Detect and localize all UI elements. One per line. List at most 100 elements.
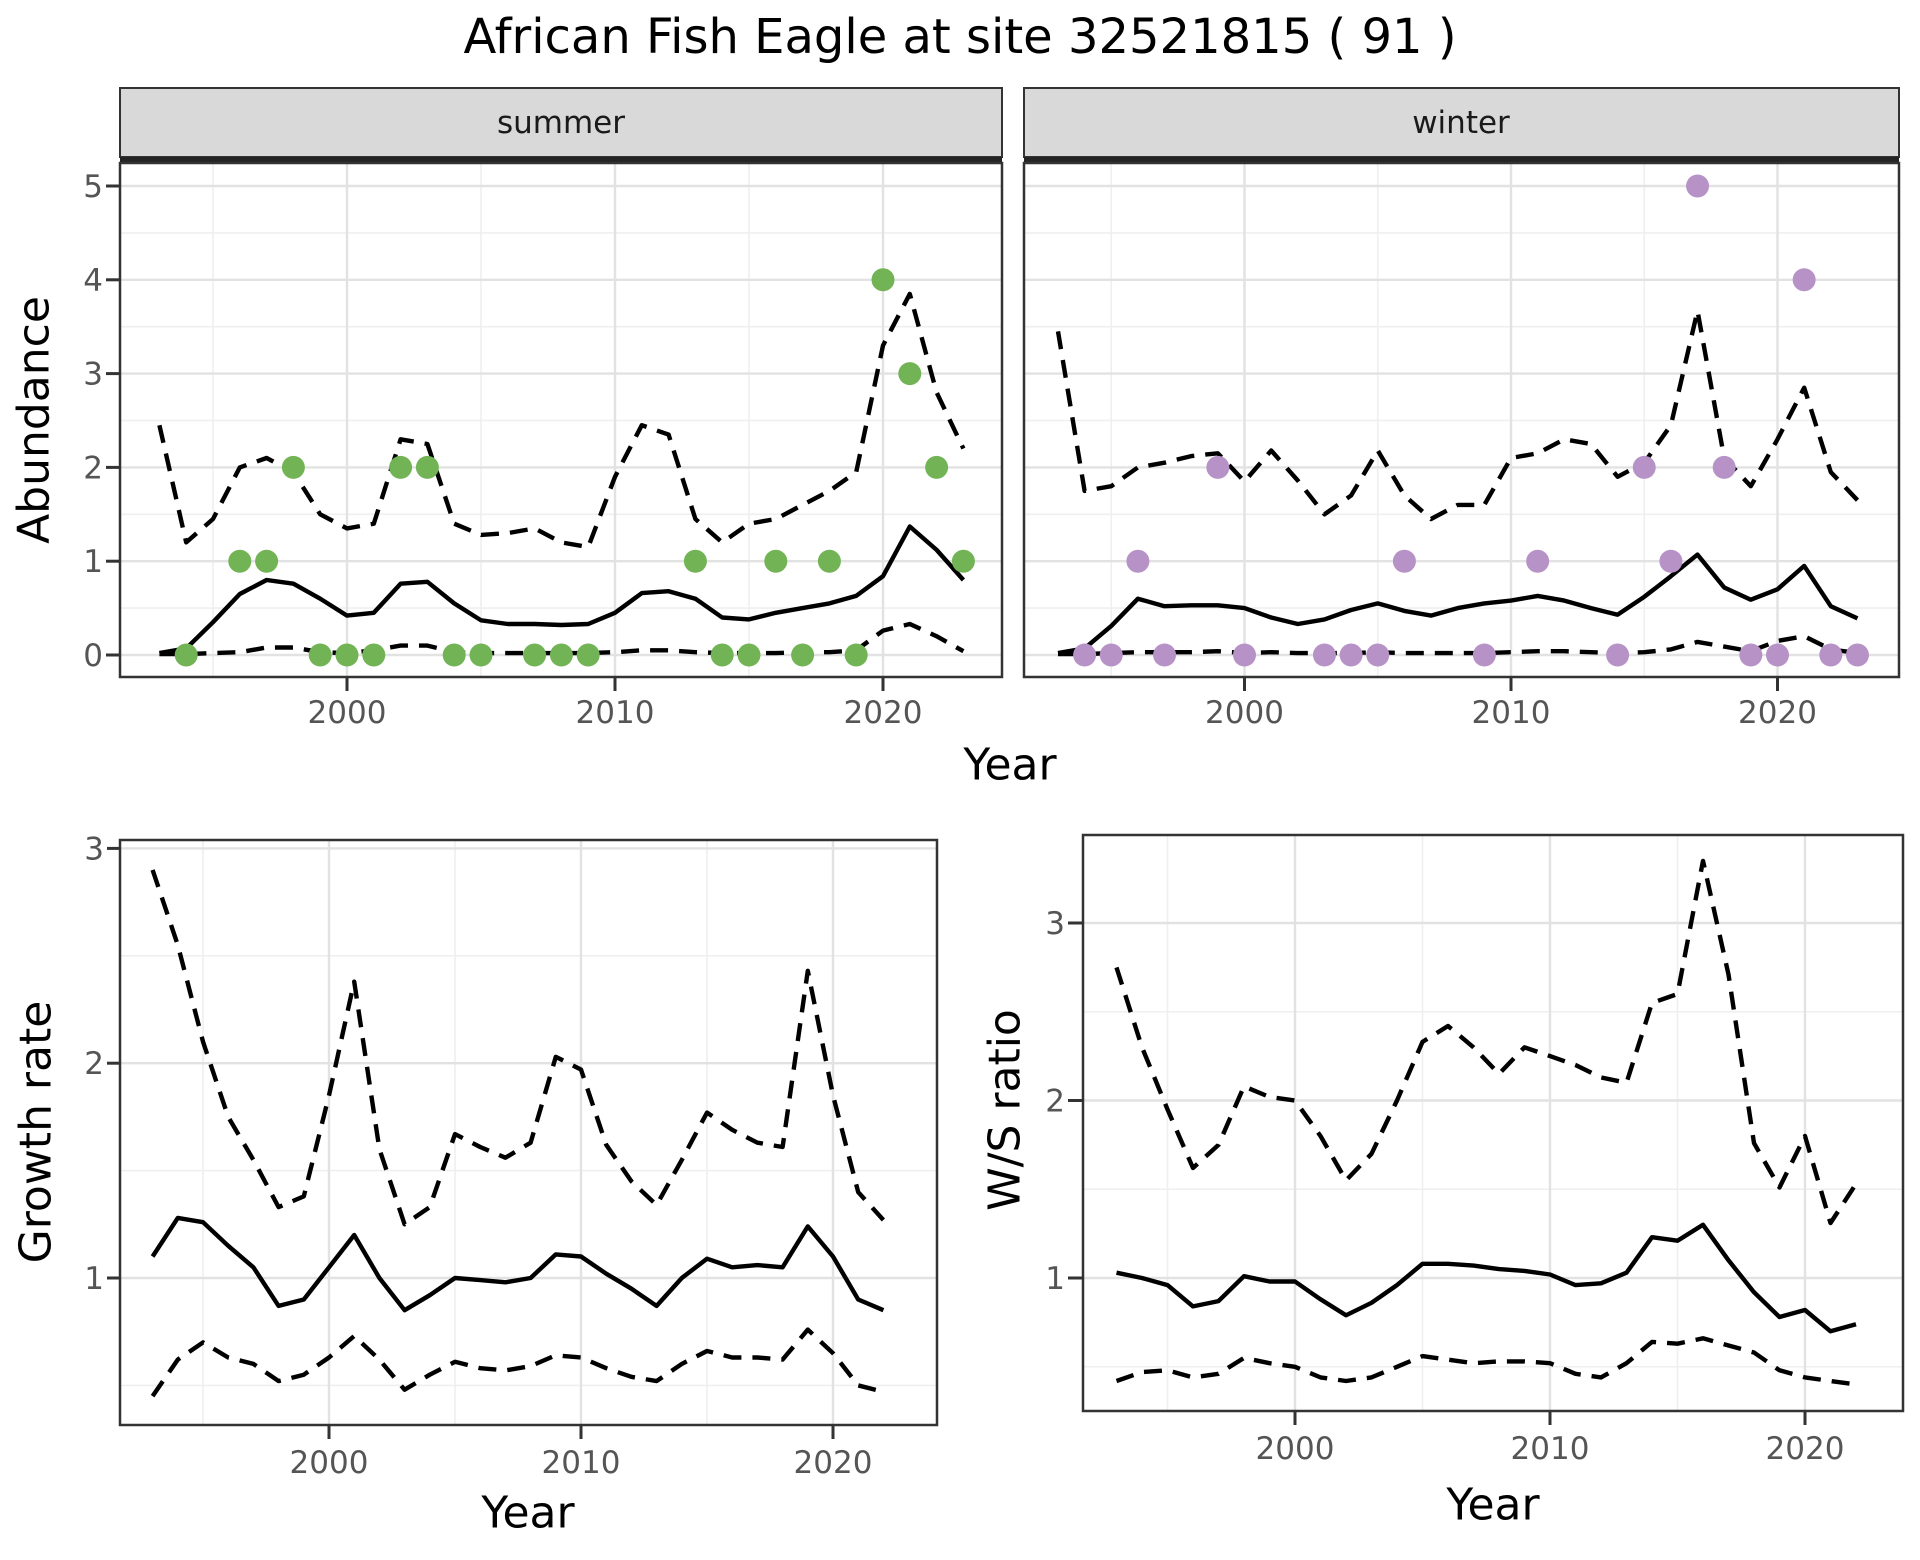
lower-ci-line xyxy=(1058,634,1858,657)
x-tick-label: 2000 xyxy=(308,695,387,731)
y-axis-title-abundance: Abundance xyxy=(8,296,60,544)
chart-title: African Fish Eagle at site 32521815 ( 91… xyxy=(463,9,1457,65)
y-tick-label: 0 xyxy=(83,638,103,674)
x-tick-label: 2010 xyxy=(1511,1431,1590,1467)
obs-point xyxy=(1339,643,1363,667)
obs-point xyxy=(549,643,573,667)
obs-point xyxy=(1845,643,1869,667)
obs-point xyxy=(1312,643,1336,667)
y-tick-label: 4 xyxy=(83,263,103,299)
x-axis-title-year-growth: Year xyxy=(481,1487,575,1539)
x-tick-label: 2010 xyxy=(1472,695,1551,731)
x-tick-label: 2000 xyxy=(1205,695,1284,731)
x-tick-label: 2020 xyxy=(1738,695,1817,731)
obs-point xyxy=(925,455,949,479)
facet-strip xyxy=(119,87,1003,158)
facet-strip xyxy=(1023,87,1900,158)
x-tick-label: 2020 xyxy=(1766,1431,1845,1467)
mean-line xyxy=(150,1215,885,1313)
obs-point xyxy=(1606,643,1630,667)
obs-point xyxy=(1659,549,1683,573)
panel-winter: 2000 2010 2020 xyxy=(1022,87,1901,731)
obs-point xyxy=(1686,174,1710,198)
lower-ci-line xyxy=(1115,1336,1857,1387)
y-tick-label: 2 xyxy=(84,1046,104,1082)
panel-growth_rate: 2000 2010 2020 1 2 3 xyxy=(84,831,939,1481)
upper-ci-line xyxy=(1055,308,1860,522)
obs-point xyxy=(576,643,600,667)
obs-point xyxy=(817,549,841,573)
obs-point xyxy=(1819,643,1843,667)
obs-point xyxy=(335,643,359,667)
obs-point xyxy=(389,455,413,479)
y-tick-label: 3 xyxy=(83,357,103,393)
obs-point xyxy=(1233,643,1256,667)
panel-summer: 2000 2010 2020 0 1 2 3 4 5 xyxy=(83,87,1004,731)
y-tick-label: 1 xyxy=(1045,1261,1065,1297)
y-tick-label: 1 xyxy=(83,544,103,580)
obs-point xyxy=(362,643,386,667)
x-axis-title-year-ws: Year xyxy=(1446,1479,1540,1531)
obs-point xyxy=(1739,643,1763,667)
panel-border xyxy=(118,838,939,1427)
x-tick-label: 2000 xyxy=(1256,1431,1335,1467)
mean-line xyxy=(1116,1222,1857,1334)
x-tick-label: 2010 xyxy=(542,1445,621,1481)
obs-point xyxy=(1392,549,1416,573)
obs-point xyxy=(469,643,493,667)
x-tick-label: 2020 xyxy=(844,695,923,731)
y-tick-label: 1 xyxy=(84,1261,104,1297)
obs-point xyxy=(951,549,975,573)
obs-point xyxy=(898,362,922,386)
obs-point xyxy=(844,643,868,667)
x-tick-label: 2010 xyxy=(576,695,655,731)
obs-point xyxy=(683,549,707,573)
obs-point xyxy=(308,643,332,667)
obs-point xyxy=(281,455,305,479)
obs-point xyxy=(255,549,279,573)
obs-point xyxy=(1526,549,1550,573)
obs-point xyxy=(710,643,734,667)
obs-point xyxy=(1126,549,1150,573)
obs-point xyxy=(1472,643,1496,667)
lower-ci-line xyxy=(150,1327,884,1398)
y-tick-label: 3 xyxy=(1045,906,1065,942)
obs-point xyxy=(764,549,788,573)
obs-point xyxy=(791,643,815,667)
panel-ws_ratio: 2000 2010 2020 1 2 3 xyxy=(1045,833,1905,1467)
obs-point xyxy=(871,268,895,292)
y-axis-title-ws-ratio: W/S ratio xyxy=(979,1009,1031,1211)
y-tick-label: 2 xyxy=(83,450,103,486)
obs-point xyxy=(415,455,439,479)
facet-strip-label-summer: summer xyxy=(496,105,626,141)
upper-ci-line xyxy=(150,869,886,1227)
y-tick-label: 2 xyxy=(1045,1084,1065,1120)
facet-strip-label-winter: winter xyxy=(1412,105,1510,141)
panel-border xyxy=(1022,161,1901,679)
obs-point xyxy=(1766,643,1789,667)
obs-point xyxy=(523,643,547,667)
x-tick-label: 2020 xyxy=(794,1445,873,1481)
obs-point xyxy=(1366,643,1390,667)
obs-point xyxy=(174,643,198,667)
obs-point xyxy=(1153,643,1177,667)
obs-point xyxy=(1792,268,1816,292)
panel-border xyxy=(1081,833,1905,1413)
mean-line xyxy=(1057,552,1859,656)
lower-ci-line xyxy=(159,621,965,657)
y-tick-label: 3 xyxy=(84,831,104,867)
panel-border xyxy=(118,161,1004,679)
obs-point xyxy=(1206,455,1230,479)
y-tick-label: 5 xyxy=(83,169,103,205)
obs-point xyxy=(737,643,761,667)
obs-point xyxy=(1099,643,1123,667)
obs-point xyxy=(1632,455,1656,479)
upper-ci-line xyxy=(1114,858,1858,1226)
y-axis-title-growth-rate: Growth rate xyxy=(10,1000,62,1264)
obs-point xyxy=(1712,455,1736,479)
x-tick-label: 2000 xyxy=(290,1445,369,1481)
obs-point xyxy=(1073,643,1097,667)
mean-line xyxy=(159,524,966,656)
obs-point xyxy=(228,549,252,573)
x-axis-title-year-top: Year xyxy=(963,739,1057,791)
